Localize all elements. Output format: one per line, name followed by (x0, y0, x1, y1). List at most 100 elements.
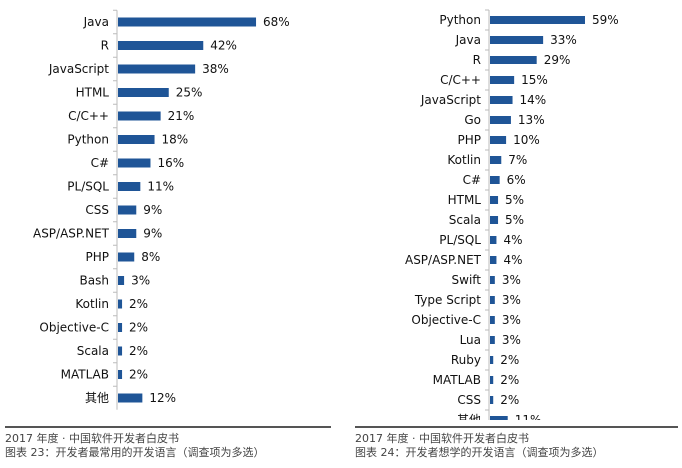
category-label: R (101, 39, 109, 53)
bar (118, 205, 137, 215)
category-label: Python (67, 133, 109, 147)
category-label: HTML (76, 86, 110, 100)
category-label: Lua (460, 333, 481, 347)
caption-source: 2017 年度 · 中国软件开发者白皮书 (5, 432, 179, 445)
category-label: Ruby (451, 353, 481, 367)
bar (490, 76, 515, 84)
data-label: 68% (263, 15, 290, 29)
data-label: 3% (502, 293, 521, 307)
divider-left (5, 426, 331, 428)
data-label: 6% (507, 173, 526, 187)
category-label: Swift (452, 273, 482, 287)
category-label: Objective-C (411, 313, 481, 327)
bar (490, 56, 537, 64)
data-label: 38% (202, 62, 229, 76)
category-label: 其他 (457, 413, 481, 420)
bar (490, 276, 495, 284)
category-label: Kotlin (447, 153, 481, 167)
data-label: 2% (129, 344, 148, 358)
category-label: PHP (458, 133, 482, 147)
category-label: ASP/ASP.NET (405, 253, 482, 267)
category-label: R (473, 53, 481, 67)
bar (118, 346, 123, 356)
data-label: 2% (500, 373, 519, 387)
bar (490, 356, 494, 364)
data-label: 3% (502, 333, 521, 347)
category-label: CSS (457, 393, 481, 407)
category-label: Type Script (414, 293, 481, 307)
bar (490, 256, 497, 264)
data-label: 42% (210, 39, 237, 53)
category-label: CSS (85, 203, 109, 217)
data-label: 14% (520, 93, 547, 107)
data-label: 4% (503, 253, 522, 267)
category-label: Java (83, 15, 109, 29)
bar (118, 276, 125, 285)
bar (118, 158, 151, 168)
category-label: HTML (448, 193, 482, 207)
bar (118, 135, 155, 144)
bar (490, 376, 494, 384)
bar (118, 229, 137, 238)
data-label: 25% (176, 86, 203, 100)
data-label: 3% (502, 273, 521, 287)
data-label: 2% (129, 297, 148, 311)
data-label: 33% (550, 33, 577, 47)
bar (118, 182, 141, 191)
data-label: 5% (505, 193, 524, 207)
bar (118, 370, 123, 379)
bar (490, 396, 494, 404)
bar (490, 116, 511, 124)
category-label: Scala (449, 213, 481, 227)
bar (118, 111, 161, 121)
bar (490, 216, 499, 224)
data-label: 2% (129, 368, 148, 382)
category-label: ASP/ASP.NET (33, 227, 110, 241)
bar (490, 416, 508, 420)
category-label: C# (463, 173, 481, 187)
category-label: C/C++ (440, 73, 481, 87)
data-label: 4% (503, 233, 522, 247)
data-label: 18% (162, 133, 189, 147)
category-label: C# (91, 156, 109, 170)
bar (490, 236, 497, 244)
category-label: Go (464, 113, 481, 127)
data-label: 3% (131, 274, 150, 288)
category-label: Objective-C (39, 321, 109, 335)
caption-title: 图表 24：开发者想学的开发语言（调查项为多选） (355, 446, 604, 459)
divider-right (355, 426, 678, 428)
data-label: 15% (521, 73, 548, 87)
data-label: 9% (143, 203, 162, 217)
bar (118, 393, 143, 403)
data-label: 11% (515, 413, 542, 420)
category-label: Kotlin (75, 297, 109, 311)
bar (490, 176, 500, 184)
bar (118, 17, 257, 27)
data-label: 7% (508, 153, 527, 167)
category-label: PHP (86, 250, 110, 264)
bar (118, 252, 135, 262)
data-label: 29% (544, 53, 571, 67)
data-label: 2% (500, 353, 519, 367)
caption-right: 2017 年度 · 中国软件开发者白皮书 图表 24：开发者想学的开发语言（调查… (355, 432, 604, 460)
category-label: MATLAB (61, 368, 109, 382)
category-label: Java (455, 33, 481, 47)
bar (490, 16, 585, 24)
category-label: Bash (80, 274, 109, 288)
data-label: 10% (513, 133, 540, 147)
bar (118, 299, 123, 309)
bar (490, 136, 507, 144)
category-label: C/C++ (68, 109, 109, 123)
caption-source: 2017 年度 · 中国软件开发者白皮书 (355, 432, 529, 445)
category-label: JavaScript (420, 93, 481, 107)
category-label: PL/SQL (67, 180, 109, 194)
category-label: Scala (77, 344, 109, 358)
bar (118, 64, 196, 74)
bar (490, 96, 513, 104)
category-label: Python (439, 13, 481, 27)
category-label: MATLAB (433, 373, 481, 387)
data-label: 59% (592, 13, 619, 27)
category-label: PL/SQL (439, 233, 481, 247)
data-label: 9% (143, 227, 162, 241)
